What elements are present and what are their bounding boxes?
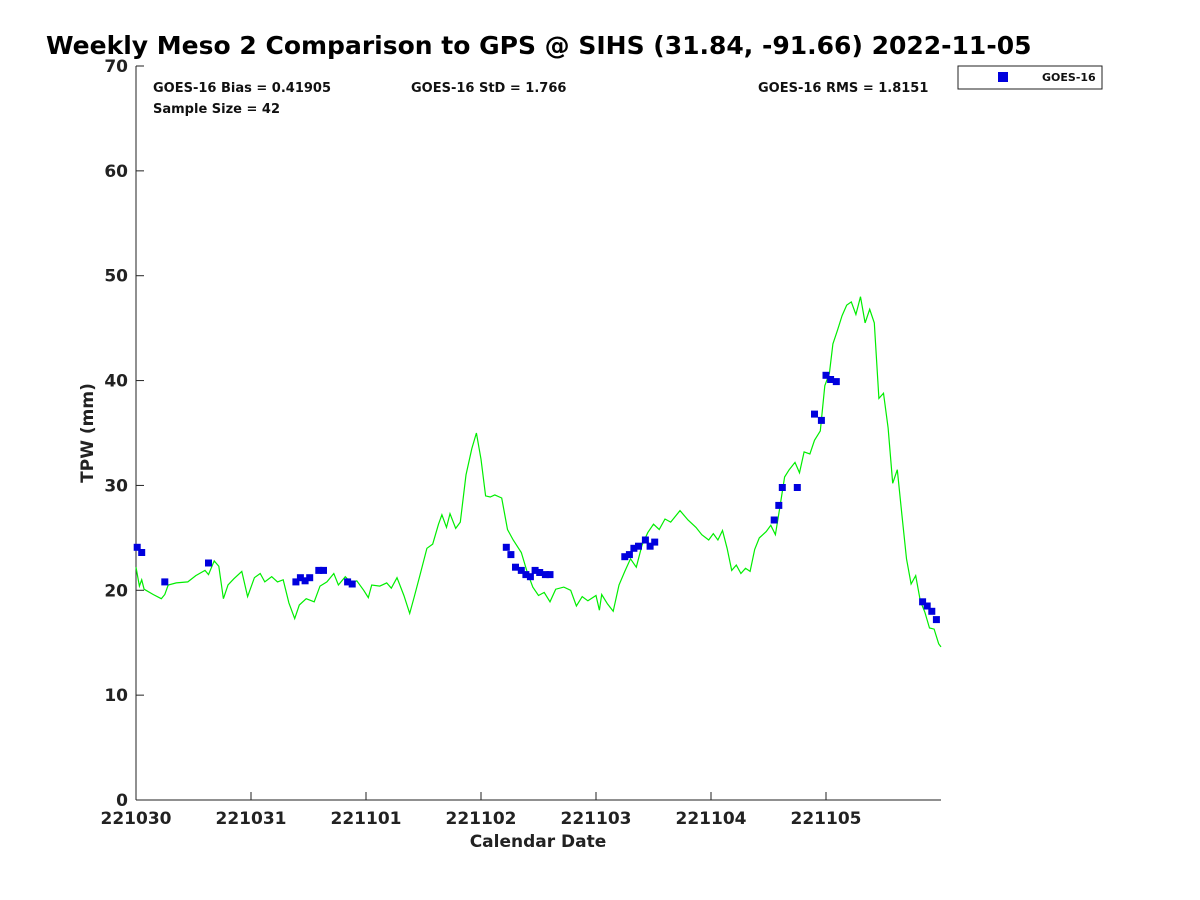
goes16-data-point (348, 580, 356, 588)
y-tick-label: 20 (104, 581, 128, 601)
chart-title: Weekly Meso 2 Comparison to GPS @ SIHS (… (46, 31, 1032, 60)
goes16-data-point (536, 569, 544, 576)
y-tick-label: 60 (104, 162, 128, 182)
goes16-data-point (507, 551, 515, 559)
y-tick-label: 50 (104, 267, 128, 287)
goes16-data-point (133, 543, 141, 551)
stat-std: GOES-16 StD = 1.766 (411, 81, 566, 96)
goes16-data-point (296, 574, 304, 582)
goes16-data-point (138, 549, 146, 556)
x-tick-label: 221103 (561, 809, 632, 829)
goes16-data-point (502, 543, 510, 551)
goes16-data-point (832, 378, 840, 386)
goes16-data-point (811, 410, 818, 418)
x-tick-label: 221031 (216, 809, 287, 829)
goes16-data-point (775, 501, 783, 509)
legend-label: GOES-16 (1042, 71, 1096, 84)
x-tick-label: 221030 (101, 809, 172, 829)
stat-rms: GOES-16 RMS = 1.8151 (758, 81, 928, 96)
goes16-data-point (512, 563, 519, 571)
goes16-data-point (641, 536, 649, 544)
goes16-data-point (793, 484, 801, 491)
goes16-data-point (320, 566, 327, 574)
goes16-data-point (315, 566, 323, 574)
goes16-data-point (919, 598, 927, 606)
goes16-data-point (770, 516, 778, 524)
axes (135, 66, 941, 801)
y-tick-label: 0 (116, 791, 128, 811)
gps-series-line (135, 296, 942, 648)
y-ticks: 0 10 20 30 40 50 60 70 (104, 57, 144, 811)
goes16-data-point (651, 538, 659, 546)
y-tick-label: 70 (104, 57, 128, 77)
legend: GOES-16 (957, 65, 1103, 90)
legend-box (957, 65, 1103, 90)
goes16-data-point (778, 484, 786, 491)
x-tick-label: 221104 (676, 809, 747, 829)
goes16-data-point (161, 578, 169, 586)
x-tick-label: 221105 (791, 809, 862, 829)
x-ticks: 221030 221031 221101 221102 221103 221104 2211… (101, 792, 862, 829)
goes16-data-point (635, 542, 642, 550)
legend-marker-square (998, 72, 1008, 82)
goes16-data-point (625, 551, 633, 559)
y-tick-label: 10 (104, 686, 128, 706)
goes16-data-point (306, 574, 314, 582)
x-axis-label: Calendar Date (470, 832, 607, 852)
goes16-data-point (344, 578, 352, 586)
goes16-data-point (923, 602, 931, 610)
y-tick-label: 30 (104, 476, 128, 496)
goes16-data-point (546, 571, 554, 579)
goes16-data-point (646, 542, 654, 550)
goes16-data-point (932, 616, 940, 624)
goes16-data-point (817, 416, 825, 424)
goes16-data-point (621, 553, 629, 561)
goes16-data-point (531, 566, 539, 574)
goes16-data-point (541, 571, 549, 579)
y-tick-label: 40 (104, 372, 128, 392)
goes16-data-point (205, 559, 212, 567)
goes16-data-point (928, 607, 936, 615)
gps-line-series (135, 296, 942, 648)
goes16-data-point (822, 371, 830, 379)
goes16-data-point (522, 571, 530, 579)
x-tick-label: 221102 (446, 809, 517, 829)
goes16-data-point (301, 577, 309, 585)
stat-bias: GOES-16 Bias = 0.41905 (153, 81, 331, 96)
goes16-data-point (292, 578, 300, 586)
goes16-data-point (827, 376, 835, 383)
goes16-data-point (517, 566, 525, 574)
goes16-data-point (630, 544, 638, 552)
y-axis-label: TPW (mm) (78, 383, 98, 483)
goes16-data-point (526, 573, 534, 581)
goes16-scatter-series (133, 371, 940, 624)
x-tick-label: 221101 (331, 809, 402, 829)
stat-sample-size: Sample Size = 42 (153, 102, 280, 117)
